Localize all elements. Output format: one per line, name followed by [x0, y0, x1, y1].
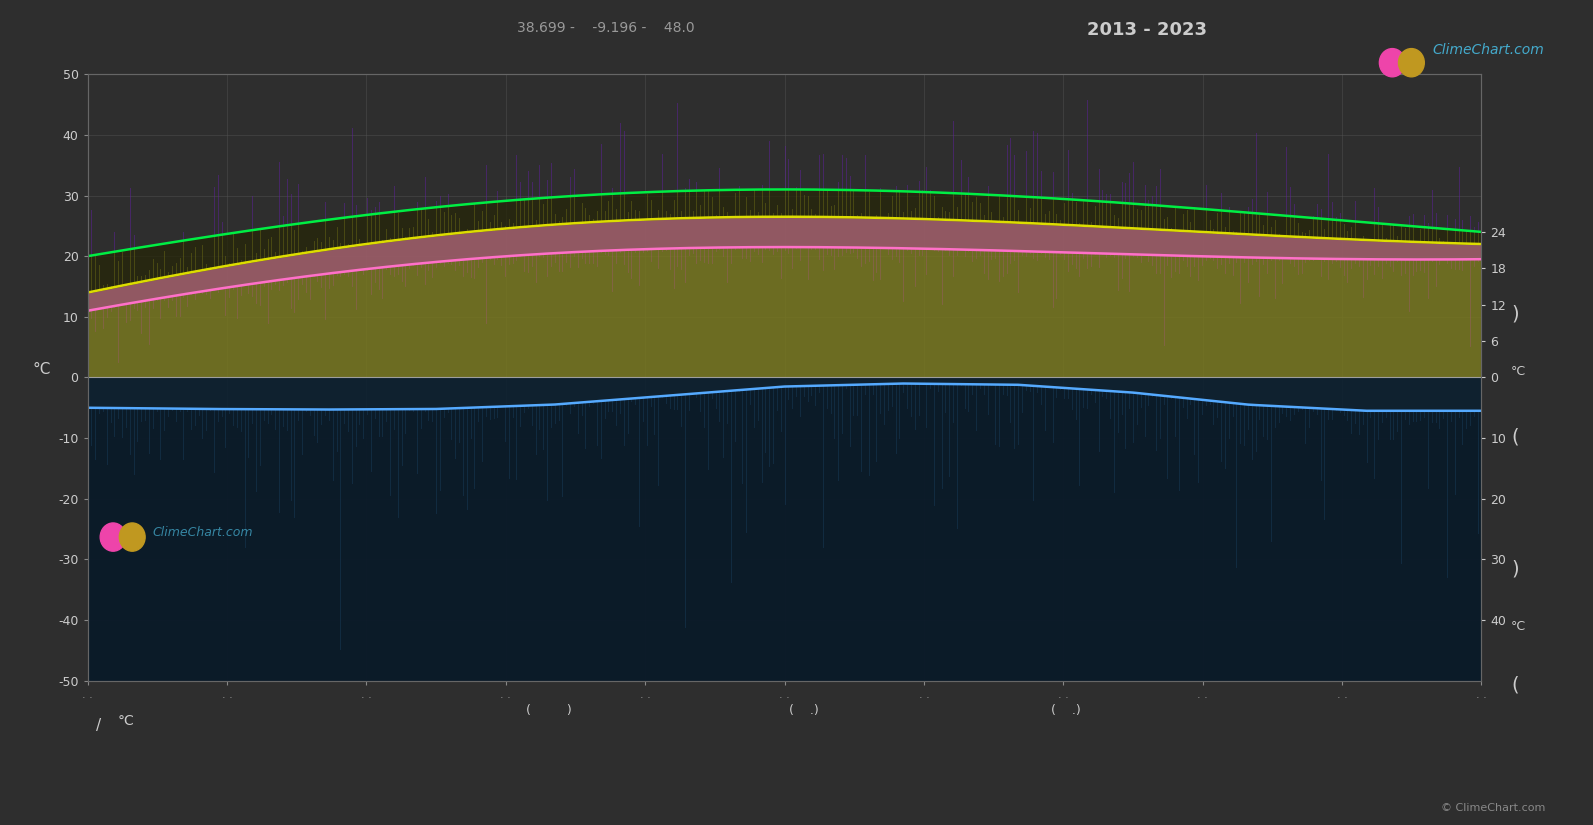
Text: (         ): ( )	[526, 704, 572, 717]
Text: °C: °C	[1510, 365, 1526, 378]
Text: ): )	[1510, 304, 1518, 323]
Circle shape	[1380, 49, 1405, 77]
Text: © ClimeChart.com: © ClimeChart.com	[1440, 803, 1545, 813]
Y-axis label: °C: °C	[32, 362, 51, 378]
Text: 38.699 -    -9.196 -    48.0: 38.699 - -9.196 - 48.0	[516, 21, 695, 35]
Text: ): )	[1510, 559, 1518, 579]
Text: (: (	[1510, 427, 1518, 447]
Text: (    .): ( .)	[789, 704, 819, 717]
Text: 2013 - 2023: 2013 - 2023	[1086, 21, 1207, 39]
Text: (: (	[1510, 675, 1518, 695]
Circle shape	[119, 523, 145, 551]
Circle shape	[100, 523, 126, 551]
Text: (    .): ( .)	[1051, 704, 1082, 717]
Text: /: /	[96, 718, 100, 733]
Text: ClimeChart.com: ClimeChart.com	[153, 526, 253, 539]
Text: °C: °C	[1510, 620, 1526, 634]
Text: ClimeChart.com: ClimeChart.com	[1432, 43, 1544, 56]
Text: °C: °C	[118, 714, 135, 728]
Circle shape	[1399, 49, 1424, 77]
